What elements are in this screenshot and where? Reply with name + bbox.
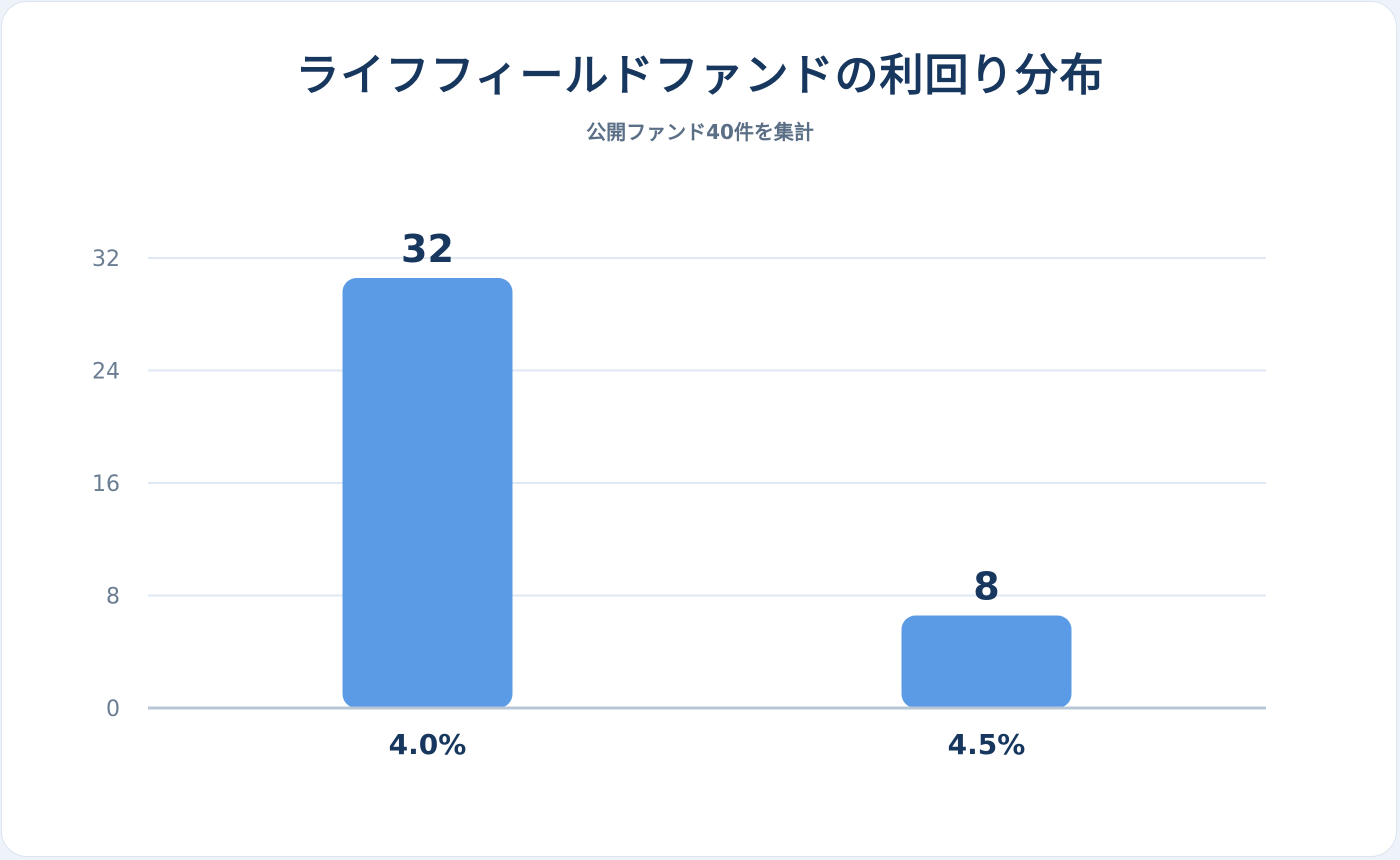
bar-value-label: 32 xyxy=(401,227,454,271)
x-category-label: 4.5% xyxy=(948,728,1026,761)
bar xyxy=(342,278,513,708)
bar xyxy=(901,615,1072,708)
y-tick-label: 32 xyxy=(92,247,120,272)
y-tick-label: 8 xyxy=(106,585,120,610)
y-tick-label: 0 xyxy=(106,697,120,722)
y-tick-label: 16 xyxy=(92,472,120,497)
bar-value-label: 8 xyxy=(973,565,999,609)
x-category-label: 4.0% xyxy=(389,728,467,761)
y-tick-label: 24 xyxy=(92,360,120,385)
chart-subtitle: 公開ファンド40件を集計 xyxy=(586,120,814,144)
chart-title: ライフフィールドファンドの利回り分布 xyxy=(295,50,1105,101)
